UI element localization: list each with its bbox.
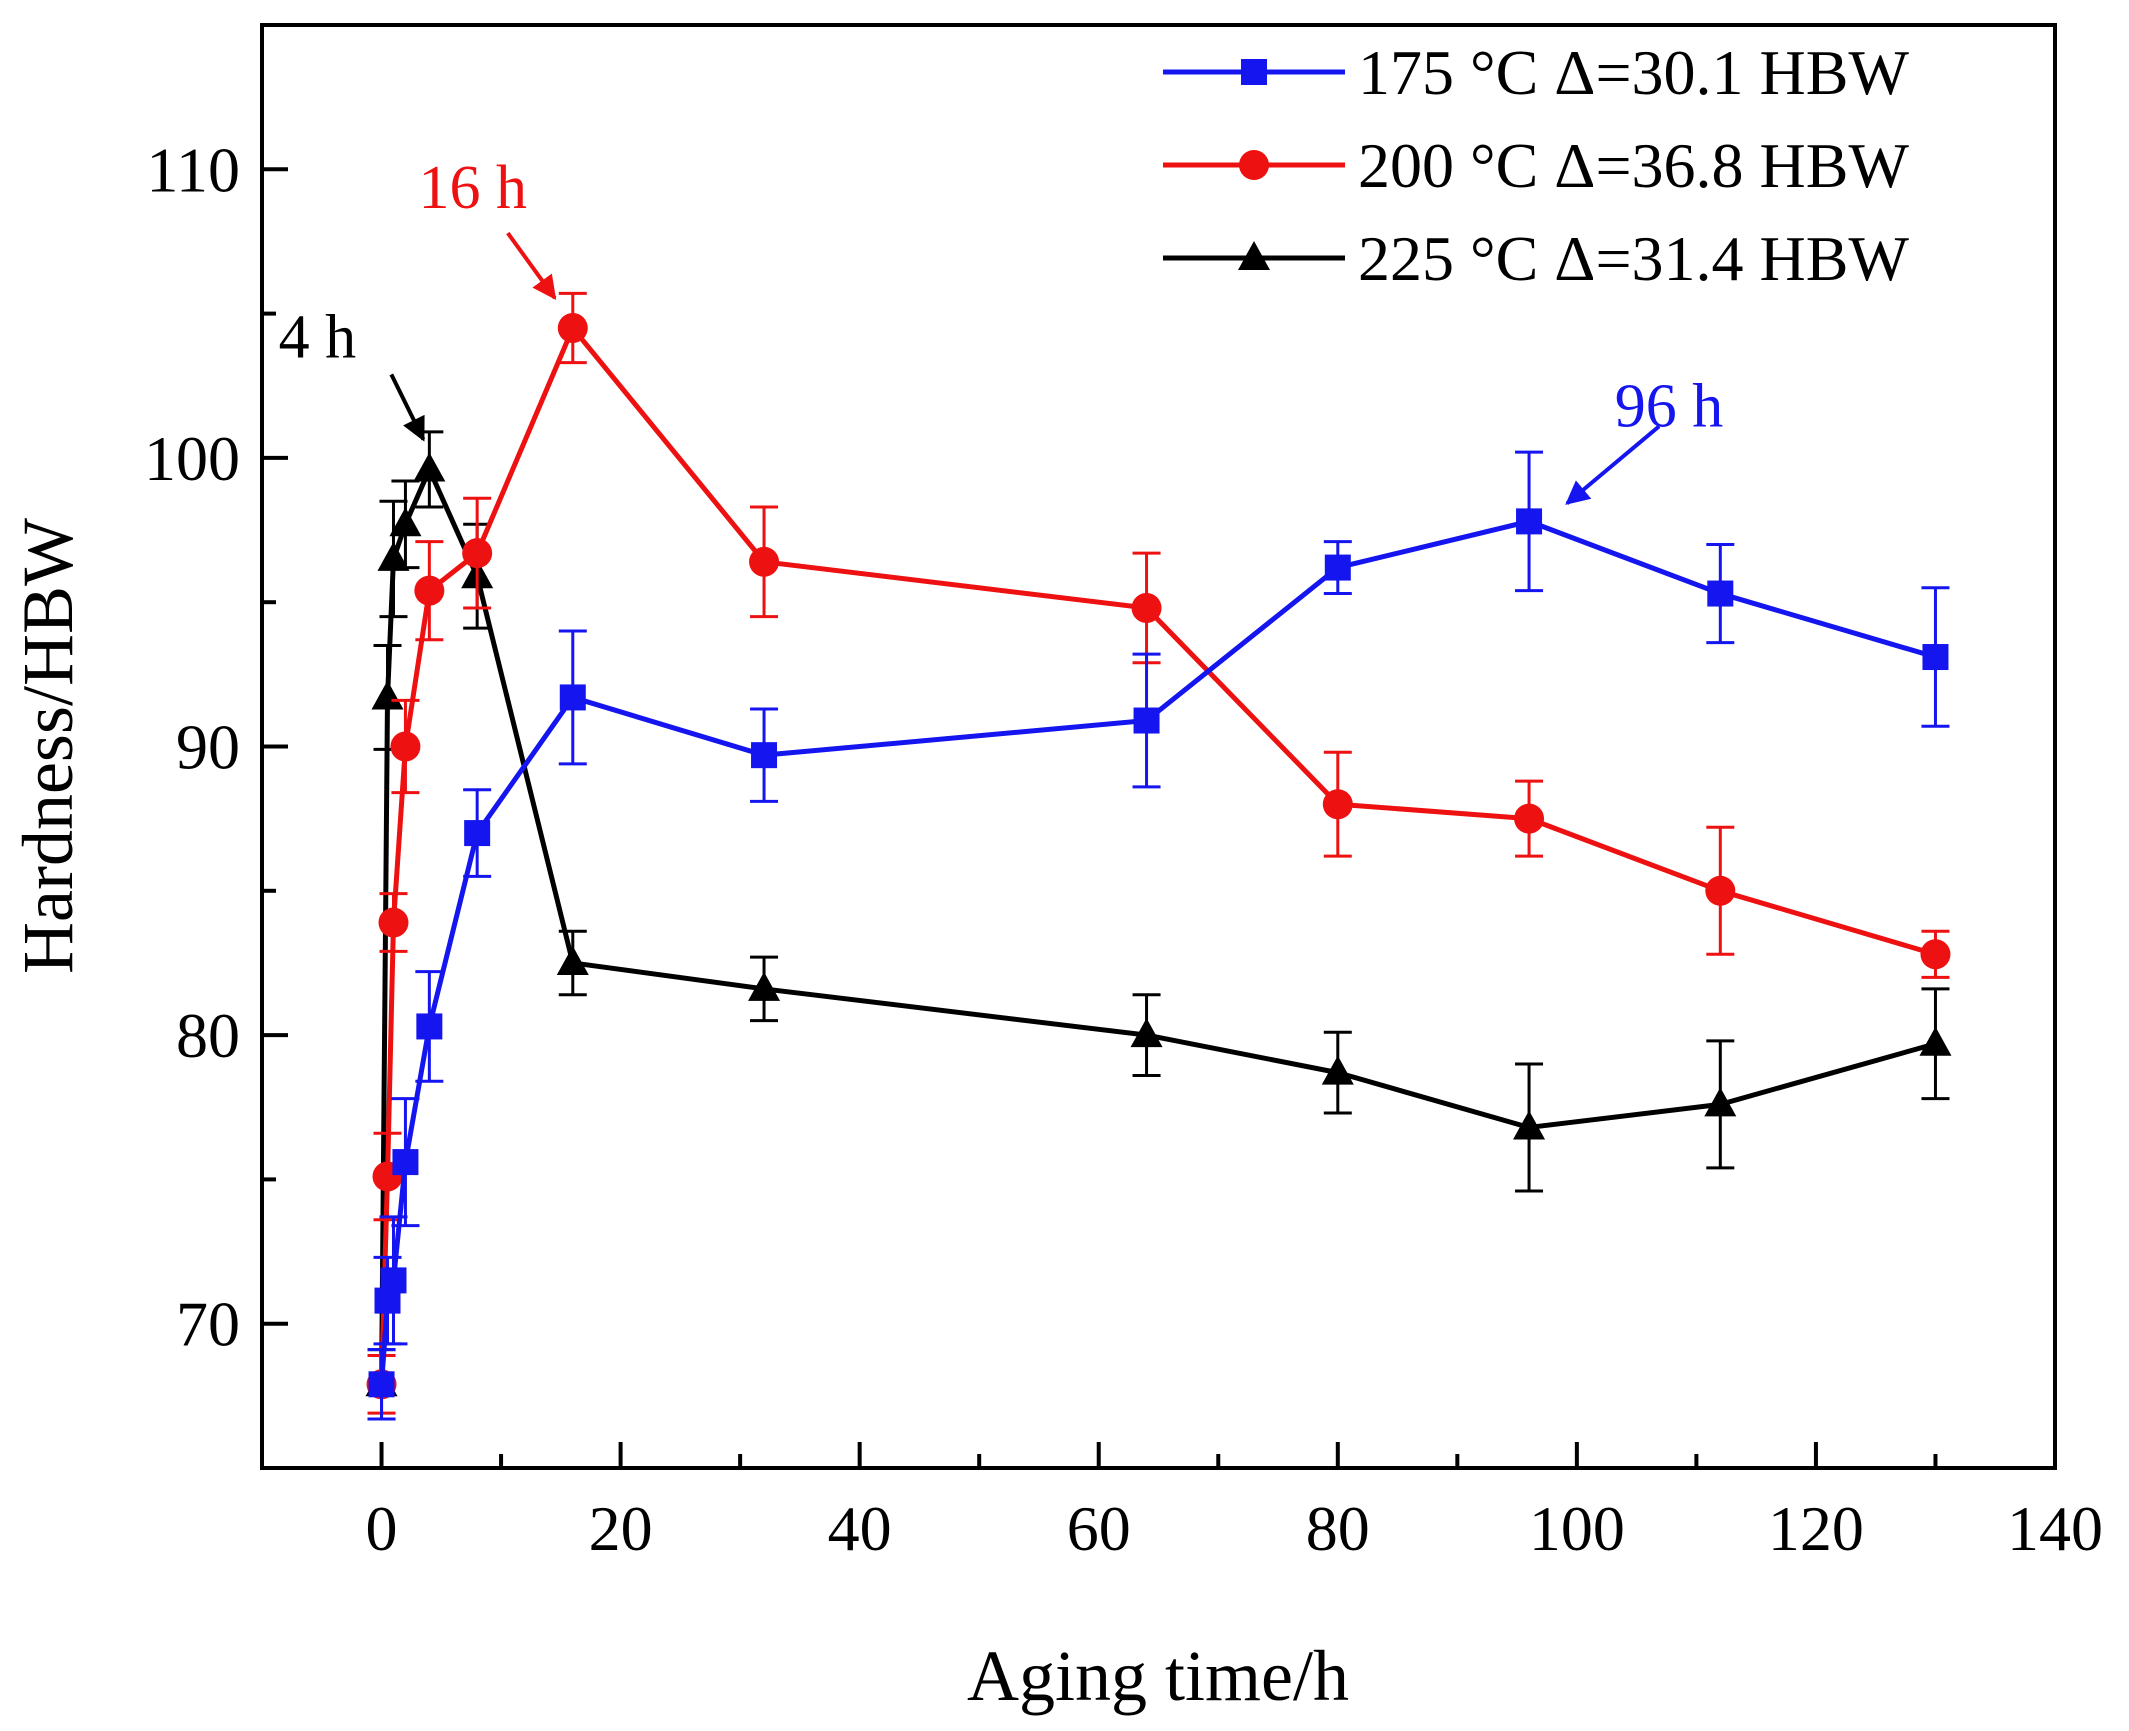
- x-axis-title: Aging time/h: [967, 1636, 1349, 1716]
- annotation-arrow: [1565, 424, 1661, 505]
- data-point: [416, 1013, 443, 1040]
- data-point: [414, 575, 445, 606]
- y-axis-title: Hardness/HBW: [8, 518, 88, 974]
- annotation-arrow: [389, 373, 426, 442]
- data-point: [392, 1149, 419, 1176]
- y-tick-label: 110: [146, 134, 240, 205]
- legend-label: 225 °C Δ=31.4 HBW: [1358, 223, 1909, 294]
- x-tick-label: 80: [1306, 1493, 1370, 1564]
- data-point: [413, 452, 446, 482]
- data-point: [751, 742, 778, 769]
- annotation: 4 h: [279, 303, 426, 442]
- x-tick-label: 140: [2007, 1493, 2103, 1564]
- x-tick-label: 120: [1768, 1493, 1864, 1564]
- data-point: [556, 945, 589, 975]
- series-2: [365, 430, 1952, 1421]
- data-point: [1131, 592, 1162, 623]
- x-tick-label: 20: [589, 1493, 653, 1564]
- data-point: [1704, 1087, 1737, 1117]
- data-point: [368, 1371, 395, 1398]
- data-point: [1707, 580, 1734, 607]
- data-point: [1322, 789, 1353, 820]
- data-point: [748, 971, 781, 1001]
- plot-frame: [260, 23, 2057, 1470]
- x-tick-label: 0: [366, 1493, 398, 1564]
- data-point: [1321, 1055, 1354, 1085]
- legend-label: 175 °C Δ=30.1 HBW: [1358, 37, 1909, 108]
- data-point: [378, 907, 409, 938]
- series-line: [379, 325, 1937, 1385]
- data-point: [559, 684, 586, 711]
- series-0: [367, 450, 1950, 1421]
- data-point: [371, 680, 404, 710]
- data-point: [1922, 644, 1949, 671]
- data-point: [462, 538, 493, 569]
- data-point: [1514, 803, 1545, 834]
- series-1: [366, 291, 1951, 1415]
- data-point: [1133, 707, 1160, 734]
- data-point: [464, 820, 491, 847]
- legend-marker: [1238, 241, 1270, 270]
- y-tick-label: 70: [176, 1289, 240, 1360]
- annotation: 16 h: [419, 154, 557, 300]
- y-tick-label: 80: [176, 1000, 240, 1071]
- data-point: [749, 546, 780, 577]
- annotation-label: 96 h: [1615, 372, 1724, 440]
- x-tick-label: 60: [1067, 1493, 1131, 1564]
- data-point: [1516, 508, 1543, 535]
- data-point: [380, 1267, 407, 1294]
- legend-marker: [1241, 59, 1267, 85]
- data-point: [1513, 1110, 1546, 1140]
- data-point: [377, 541, 410, 571]
- annotation-label: 16 h: [419, 154, 528, 222]
- series-line: [379, 518, 1937, 1385]
- y-tick-label: 90: [176, 712, 240, 783]
- annotation-label: 4 h: [279, 303, 357, 371]
- legend: 175 °C Δ=30.1 HBW 200 °C Δ=36.8 HBW 225 °C…: [1163, 37, 1909, 294]
- annotation-arrow: [506, 231, 557, 300]
- data-point: [1324, 554, 1351, 581]
- data-point: [1705, 875, 1736, 906]
- legend-marker: [1239, 150, 1269, 180]
- legend-label: 200 °C Δ=36.8 HBW: [1358, 130, 1909, 201]
- x-tick-label: 100: [1529, 1493, 1625, 1564]
- data-point: [390, 731, 421, 762]
- data-point: [557, 313, 588, 344]
- x-tick-label: 40: [828, 1493, 892, 1564]
- data-point: [389, 507, 422, 537]
- annotation: 96 h: [1565, 372, 1724, 505]
- data-point: [1130, 1018, 1163, 1048]
- data-point: [1920, 939, 1951, 970]
- y-tick-label: 100: [144, 423, 240, 494]
- data-point: [1919, 1026, 1952, 1056]
